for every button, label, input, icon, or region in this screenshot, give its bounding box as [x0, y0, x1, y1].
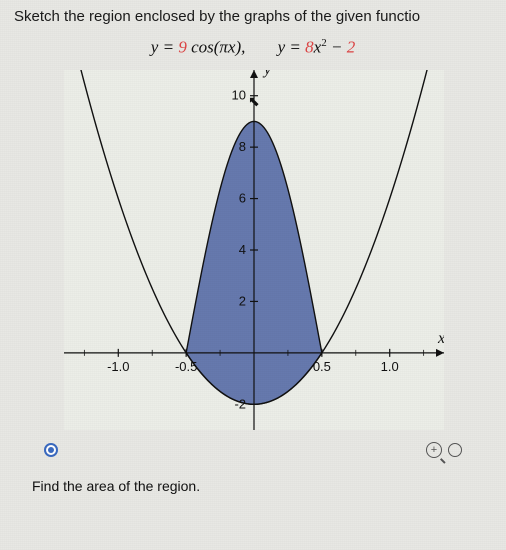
- zoom-reset-icon[interactable]: [448, 443, 462, 457]
- eq2-exp: 2: [321, 37, 327, 49]
- zoom-in-icon[interactable]: [426, 442, 442, 458]
- svg-text:y: y: [262, 70, 272, 78]
- eq2-coef2: 2: [347, 38, 356, 57]
- instruction-text: Sketch the region enclosed by the graphs…: [14, 8, 492, 25]
- svg-text:2: 2: [239, 293, 246, 308]
- eq1-rest: cos(πx),: [191, 38, 245, 57]
- eq1-lhs: y: [151, 38, 159, 57]
- page-container: Sketch the region enclosed by the graphs…: [0, 0, 506, 550]
- svg-text:-1.0: -1.0: [107, 359, 129, 374]
- chart-controls-row: [14, 438, 492, 468]
- svg-text:4: 4: [239, 242, 246, 257]
- svg-text:x: x: [437, 330, 444, 347]
- zoom-controls: [426, 442, 462, 458]
- eq1-equals: =: [163, 38, 174, 57]
- svg-text:6: 6: [239, 190, 246, 205]
- eq2-equals: =: [289, 38, 300, 57]
- svg-text:-0.5: -0.5: [175, 359, 197, 374]
- eq2-coef1: 8: [305, 38, 314, 57]
- svg-text:10: 10: [232, 87, 246, 102]
- chart-option-radio[interactable]: [44, 443, 58, 457]
- equation-row: y = 9 cos(πx), y = 8x2 − 2: [14, 37, 492, 58]
- find-area-text: Find the area of the region.: [14, 478, 492, 494]
- eq2-minus: −: [331, 38, 347, 57]
- eq2-lhs: y: [278, 38, 286, 57]
- svg-text:1.0: 1.0: [381, 359, 399, 374]
- chart-container: -1.0-0.50.51.0246810-2yx ⬉: [64, 70, 444, 430]
- eq1-coef: 9: [178, 38, 187, 57]
- region-chart[interactable]: -1.0-0.50.51.0246810-2yx: [64, 70, 444, 430]
- svg-text:8: 8: [239, 139, 246, 154]
